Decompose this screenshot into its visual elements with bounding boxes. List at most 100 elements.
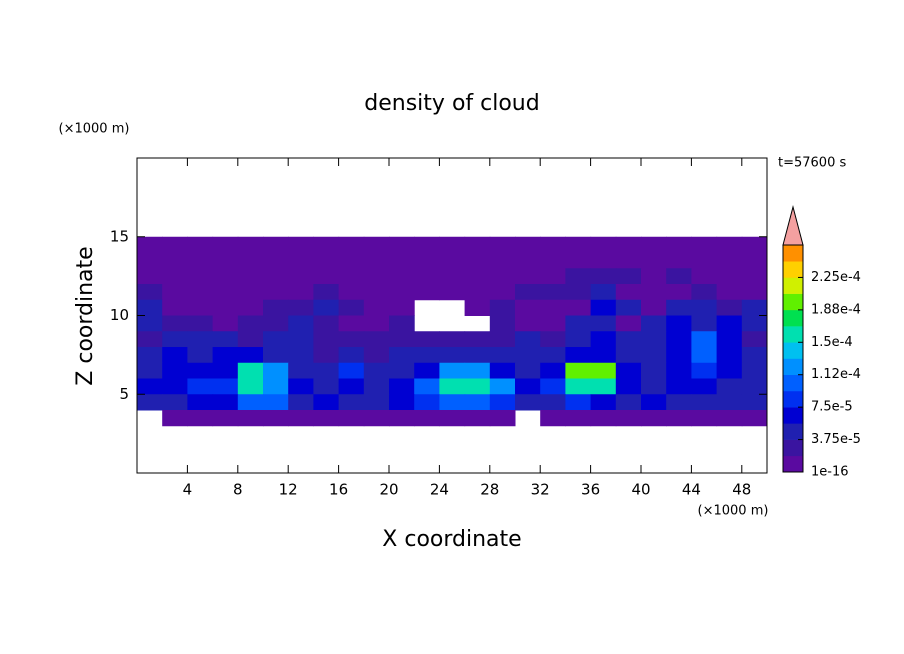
contour-cell <box>237 331 264 348</box>
colorbar-tick-label: 3.75e-5 <box>811 432 861 447</box>
contour-cell <box>237 236 264 253</box>
y-axis-label: Z coordinate <box>73 246 98 385</box>
contour-cell <box>464 284 491 301</box>
contour-cell <box>162 299 188 316</box>
contour-cell <box>237 252 264 269</box>
contour-cell <box>137 394 163 411</box>
contour-cell <box>212 378 239 395</box>
contour-cell <box>313 284 340 301</box>
contour-cell <box>716 394 743 411</box>
contour-cell <box>691 252 718 269</box>
contour-cell <box>414 236 440 253</box>
contour-cell <box>666 410 692 427</box>
contour-cell <box>237 347 264 364</box>
contour-cell <box>439 362 466 379</box>
contour-cell <box>313 252 340 269</box>
contour-cell <box>666 394 692 411</box>
contour-cell <box>590 236 617 253</box>
contour-cell <box>716 331 743 348</box>
contour-cell <box>565 362 592 379</box>
contour-cell <box>338 252 365 269</box>
contour-cell <box>439 268 466 285</box>
contour-cell <box>212 331 239 348</box>
contour-cell <box>212 284 239 301</box>
contour-cell <box>237 268 264 285</box>
contour-cell <box>237 284 264 301</box>
contour-cell <box>414 252 440 269</box>
contour-cell <box>641 252 667 269</box>
contour-cell <box>641 394 667 411</box>
contour-cell <box>212 268 239 285</box>
contour-cell <box>137 252 163 269</box>
contour-cell <box>263 252 289 269</box>
contour-cell <box>137 236 163 253</box>
contour-cell <box>263 362 289 379</box>
contour-cell <box>212 252 239 269</box>
x-tick-label: 24 <box>430 481 449 499</box>
contour-cell <box>414 347 440 364</box>
contour-cell <box>288 236 314 253</box>
colorbar-band <box>783 423 803 440</box>
contour-cell <box>288 347 314 364</box>
contour-cell <box>439 347 466 364</box>
contour-cell <box>540 315 566 332</box>
colorbar-tick-label: 2.25e-4 <box>811 270 861 285</box>
contour-cell <box>741 378 768 395</box>
contour-cell <box>565 331 592 348</box>
contour-cell <box>187 394 214 411</box>
contour-cell <box>389 331 415 348</box>
contour-cell <box>338 236 365 253</box>
contour-cell <box>288 331 314 348</box>
colorbar-tick-label: 1.88e-4 <box>811 302 861 317</box>
contour-cell <box>641 315 667 332</box>
y-tick-label: 5 <box>119 385 129 403</box>
colorbar-band <box>783 407 803 424</box>
x-axis-label: X coordinate <box>382 527 521 552</box>
contour-cell <box>641 268 667 285</box>
contour-cell <box>389 236 415 253</box>
contour-cell <box>288 284 314 301</box>
contour-cell <box>363 347 390 364</box>
contour-cell <box>414 378 440 395</box>
contour-cell <box>363 299 390 316</box>
contour-cell <box>515 284 541 301</box>
contour-cell <box>162 362 188 379</box>
colorbar-band <box>783 293 803 311</box>
time-annotation: t=57600 s <box>778 156 846 171</box>
contour-cell <box>489 410 516 427</box>
contour-cell <box>464 331 491 348</box>
contour-cell <box>716 268 743 285</box>
y-tick-label: 15 <box>110 227 129 245</box>
contour-cell <box>439 394 466 411</box>
contour-cell <box>741 394 768 411</box>
colorbar-frame <box>782 244 804 473</box>
colorbar-band <box>783 309 803 327</box>
contour-cell <box>187 362 214 379</box>
contour-cell <box>187 347 214 364</box>
contour-cell <box>515 394 541 411</box>
contour-cell <box>464 252 491 269</box>
contour-cell <box>716 347 743 364</box>
contour-cell <box>489 284 516 301</box>
contour-cell <box>540 378 566 395</box>
contour-cell <box>540 331 566 348</box>
contour-cell <box>363 284 390 301</box>
contour-cell <box>741 299 768 316</box>
contour-cell <box>615 362 642 379</box>
contour-cell <box>615 410 642 427</box>
contour-cell <box>237 362 264 379</box>
contour-cell <box>338 394 365 411</box>
contour-cell <box>666 378 692 395</box>
contour-cell <box>716 284 743 301</box>
contour-cell <box>414 394 440 411</box>
colorbar-band <box>783 390 803 408</box>
contour-cell <box>389 378 415 395</box>
contour-cell <box>162 410 188 427</box>
contour-cell <box>313 394 340 411</box>
contour-cell <box>439 378 466 395</box>
contour-cell <box>741 331 768 348</box>
contour-cell <box>489 236 516 253</box>
y-unit: (×1000 m) <box>59 122 130 137</box>
contour-cell <box>641 362 667 379</box>
contour-cell <box>212 236 239 253</box>
